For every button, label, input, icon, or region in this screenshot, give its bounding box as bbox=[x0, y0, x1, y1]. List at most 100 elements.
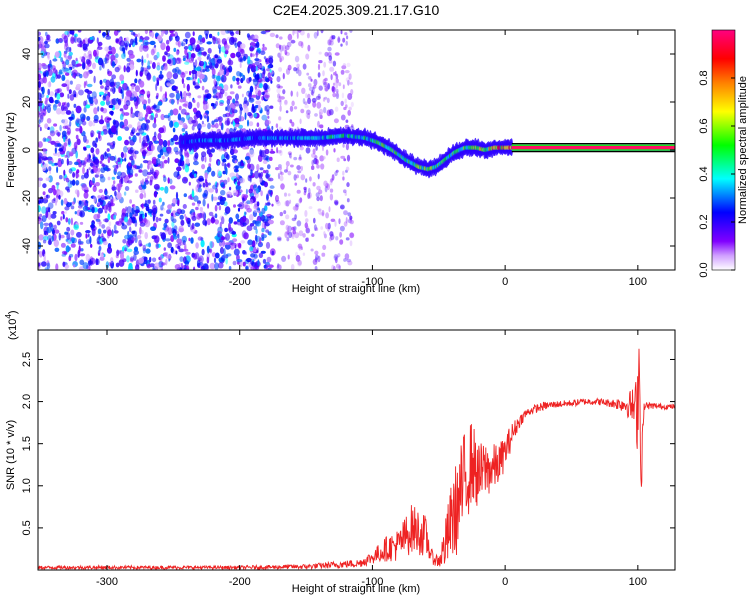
noise-speck bbox=[328, 59, 333, 64]
noise-speck bbox=[257, 241, 263, 248]
noise-speck bbox=[321, 209, 325, 217]
noise-speck bbox=[47, 81, 52, 88]
noise-speck bbox=[335, 236, 339, 241]
noise-speck bbox=[345, 119, 349, 123]
noise-speck bbox=[158, 138, 164, 146]
noise-speck bbox=[309, 176, 312, 182]
noise-speck bbox=[300, 174, 306, 181]
noise-speck bbox=[60, 242, 66, 248]
noise-speck bbox=[222, 113, 227, 118]
noise-speck bbox=[310, 78, 313, 82]
noise-speck bbox=[177, 40, 181, 48]
noise-speck bbox=[121, 91, 125, 100]
noise-speck bbox=[167, 140, 171, 147]
noise-speck bbox=[234, 123, 240, 128]
noise-speck bbox=[93, 49, 97, 57]
noise-speck bbox=[67, 180, 73, 188]
noise-speck bbox=[276, 88, 281, 94]
noise-speck bbox=[334, 106, 339, 112]
noise-speck bbox=[314, 257, 318, 263]
noise-speck bbox=[58, 148, 64, 152]
noise-speck bbox=[202, 93, 206, 102]
noise-speck bbox=[142, 244, 147, 252]
noise-speck bbox=[350, 101, 354, 108]
noise-speck bbox=[332, 60, 337, 67]
noise-speck bbox=[38, 73, 42, 81]
noise-speck bbox=[42, 183, 47, 189]
noise-speck bbox=[54, 51, 60, 58]
noise-speck bbox=[169, 30, 175, 33]
noise-speck bbox=[304, 222, 308, 229]
noise-speck bbox=[129, 257, 134, 263]
noise-speck bbox=[207, 47, 212, 54]
noise-speck bbox=[191, 222, 195, 230]
noise-speck bbox=[262, 46, 268, 51]
noise-speck bbox=[143, 142, 149, 147]
noise-speck bbox=[222, 240, 226, 247]
noise-speck bbox=[244, 112, 247, 120]
noise-speck bbox=[127, 218, 132, 226]
noise-speck bbox=[163, 222, 168, 229]
noise-speck bbox=[60, 57, 63, 63]
noise-speck bbox=[285, 200, 290, 207]
noise-speck bbox=[293, 106, 298, 110]
noise-speck bbox=[41, 62, 46, 67]
noise-speck bbox=[184, 259, 189, 267]
noise-speck bbox=[64, 264, 70, 269]
noise-speck bbox=[131, 160, 135, 166]
noise-speck bbox=[202, 198, 206, 207]
noise-speck bbox=[188, 57, 194, 64]
noise-speck bbox=[293, 174, 297, 181]
noise-speck bbox=[160, 42, 166, 51]
noise-speck bbox=[200, 239, 205, 248]
noise-speck bbox=[266, 109, 270, 116]
noise-speck bbox=[140, 189, 146, 193]
noise-speck bbox=[349, 30, 353, 33]
noise-speck bbox=[224, 91, 228, 97]
noise-speck bbox=[109, 155, 116, 161]
noise-speck bbox=[286, 237, 290, 242]
noise-speck bbox=[98, 220, 102, 227]
noise-speck bbox=[100, 167, 106, 174]
noise-speck bbox=[113, 180, 116, 185]
noise-speck bbox=[151, 31, 154, 38]
noise-speck bbox=[113, 214, 117, 220]
noise-speck bbox=[233, 128, 236, 133]
noise-speck bbox=[236, 259, 243, 263]
noise-speck bbox=[242, 74, 246, 81]
x-tick-label: 100 bbox=[629, 576, 647, 588]
noise-speck bbox=[305, 178, 308, 183]
noise-speck bbox=[344, 70, 350, 74]
noise-speck bbox=[179, 90, 182, 97]
noise-speck bbox=[189, 70, 192, 76]
colorbar-gradient bbox=[711, 29, 736, 271]
noise-speck bbox=[188, 45, 194, 51]
noise-speck bbox=[219, 88, 225, 95]
noise-speck bbox=[219, 247, 224, 254]
noise-speck bbox=[289, 119, 293, 124]
noise-speck bbox=[194, 85, 201, 89]
noise-speck bbox=[181, 41, 184, 47]
noise-speck bbox=[150, 226, 157, 231]
noise-speck bbox=[144, 232, 148, 240]
noise-speck bbox=[89, 96, 94, 105]
noise-speck bbox=[293, 30, 298, 34]
noise-speck bbox=[128, 43, 132, 48]
noise-speck bbox=[207, 54, 211, 58]
noise-speck bbox=[296, 165, 301, 171]
noise-speck bbox=[42, 239, 47, 244]
noise-speck bbox=[226, 253, 232, 257]
noise-speck bbox=[279, 170, 282, 175]
noise-speck bbox=[253, 209, 260, 213]
noise-speck bbox=[292, 229, 296, 235]
noise-speck bbox=[45, 194, 51, 199]
noise-speck bbox=[119, 45, 125, 52]
noise-speck bbox=[108, 262, 113, 267]
noise-speck bbox=[77, 205, 83, 209]
noise-speck bbox=[336, 157, 340, 163]
noise-speck bbox=[323, 61, 327, 68]
noise-speck bbox=[129, 256, 135, 262]
noise-speck bbox=[346, 182, 350, 188]
noise-speck bbox=[287, 254, 290, 260]
noise-speck bbox=[76, 169, 80, 174]
